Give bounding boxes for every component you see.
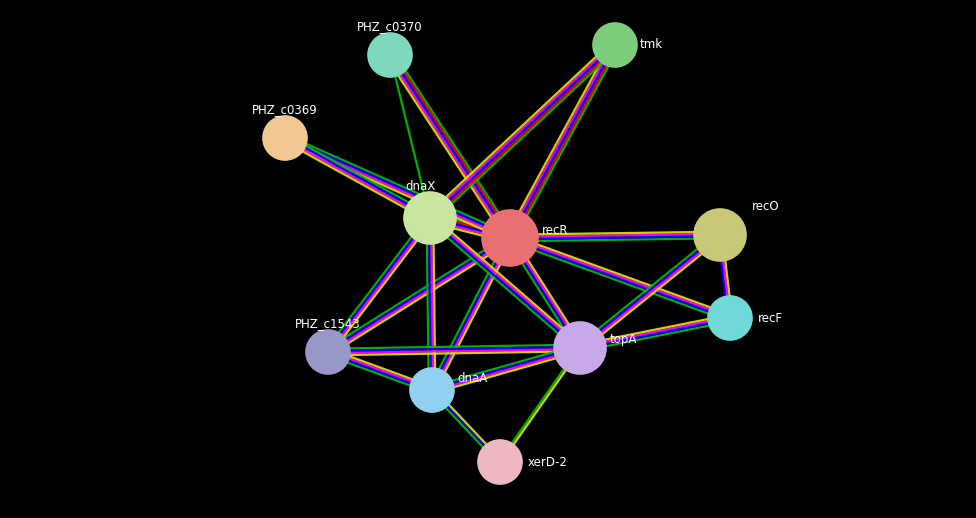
Circle shape xyxy=(368,33,412,77)
Text: recR: recR xyxy=(542,223,568,237)
Circle shape xyxy=(694,209,746,261)
Circle shape xyxy=(554,322,606,374)
Text: xerD-2: xerD-2 xyxy=(528,455,568,468)
Circle shape xyxy=(593,23,637,67)
Text: dnaX: dnaX xyxy=(405,180,435,193)
Text: PHZ_c0369: PHZ_c0369 xyxy=(252,104,318,117)
Circle shape xyxy=(306,330,350,374)
Circle shape xyxy=(263,116,307,160)
Circle shape xyxy=(482,210,538,266)
Text: PHZ_c1543: PHZ_c1543 xyxy=(295,318,361,330)
Text: recF: recF xyxy=(758,311,783,324)
Circle shape xyxy=(708,296,752,340)
Text: topA: topA xyxy=(610,334,637,347)
Circle shape xyxy=(410,368,454,412)
Text: recO: recO xyxy=(752,200,780,213)
Text: tmk: tmk xyxy=(640,38,663,51)
Text: dnaA: dnaA xyxy=(457,371,487,384)
Circle shape xyxy=(478,440,522,484)
Circle shape xyxy=(404,192,456,244)
Text: PHZ_c0370: PHZ_c0370 xyxy=(357,21,423,34)
